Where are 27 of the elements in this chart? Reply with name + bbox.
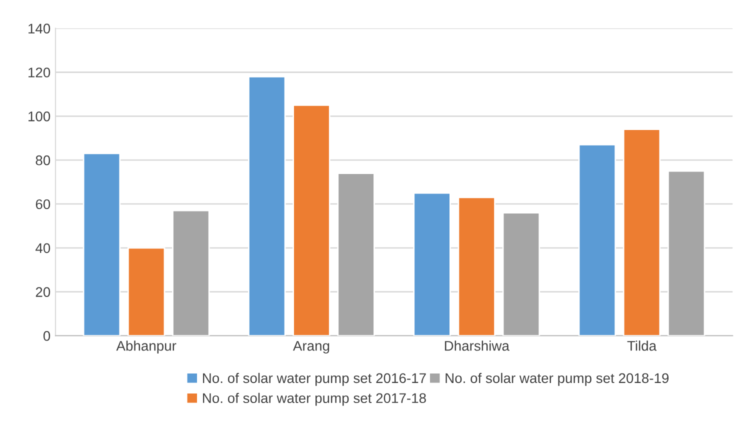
legend-label: No. of solar water pump set 2016-17 <box>203 372 426 386</box>
x-tick-label: Abhanpur <box>116 340 176 354</box>
x-tick-label: Tilda <box>627 340 657 351</box>
bar <box>668 170 706 336</box>
bar <box>622 128 661 336</box>
bar <box>578 144 616 336</box>
x-tick-label: Dharshiwa <box>444 340 510 351</box>
bar <box>413 192 451 336</box>
x-tick-label: Arang <box>292 341 330 354</box>
bar <box>292 104 330 336</box>
y-tick-label: 80 <box>36 155 50 166</box>
bar <box>127 247 166 336</box>
bar <box>172 210 210 336</box>
bar <box>458 196 496 336</box>
bar <box>82 152 121 336</box>
bar <box>337 172 375 336</box>
y-tick-label: 0 <box>43 331 50 341</box>
y-tick-label: 40 <box>36 243 50 254</box>
y-tick-label: 60 <box>36 199 50 210</box>
y-tick-label: 140 <box>28 24 50 34</box>
bar <box>502 212 540 336</box>
legend-label: No. of solar water pump set 2017-18 <box>203 392 426 406</box>
legend-label: No. of solar water pump set 2018-19 <box>446 372 669 386</box>
y-tick-label: 20 <box>36 287 50 297</box>
y-tick-label: 100 <box>28 111 50 122</box>
y-tick-label: 120 <box>28 68 50 78</box>
bar <box>248 76 286 336</box>
